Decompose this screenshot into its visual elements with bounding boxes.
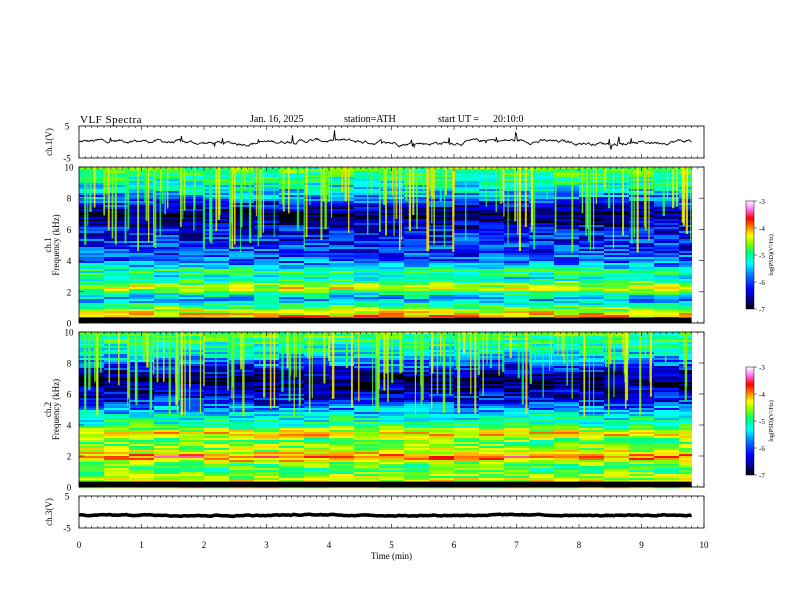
- ch1-spectrogram-colorbar-tick-label: -5: [759, 252, 765, 260]
- ch2-spectrogram-ytick-label: 10: [65, 328, 75, 338]
- ch2-spectrogram-ytick-label: 4: [67, 421, 72, 431]
- ch1-spectrogram-ytick-label: 10: [65, 163, 75, 173]
- x-tick-label: 4: [327, 540, 332, 550]
- start-time-label: start UT =: [438, 114, 480, 125]
- x-tick-label: 1: [139, 540, 144, 550]
- x-tick-label: 10: [700, 540, 710, 550]
- ch2-spectrogram-image: [79, 332, 692, 489]
- ch1-spectrogram-ytick-label: 8: [67, 194, 72, 204]
- x-tick-label: 8: [577, 540, 582, 550]
- ch1-waveform-x-ticks: [78, 126, 705, 158]
- ch1-spectrogram-colorbar-tick-label: -4: [759, 225, 765, 233]
- ch2-spectrogram-colorbar-tick-label: -5: [759, 418, 765, 426]
- ch2-spectrogram-colorbar-label: log(PSD)(V²/Hz): [768, 400, 775, 441]
- chart-title: VLF Spectra: [80, 114, 143, 126]
- ch1-spectrogram-colorbar-tick-label: -3: [759, 198, 765, 206]
- ch1-waveform-ylabel: ch.1(V): [44, 128, 54, 156]
- ch2-spectrogram-ylabel-channel: ch.2: [43, 402, 53, 417]
- ch2-spectrogram-ytick-label: 0: [67, 483, 72, 493]
- x-tick-label: 5: [389, 540, 394, 550]
- ch1-spectrogram-colorbar-label: log(PSD)(V²/Hz): [768, 234, 775, 275]
- ch1-spectrogram-x-ticks: [78, 167, 705, 323]
- ch2-spectrogram-colorbar-tick-label: -3: [759, 364, 765, 372]
- x-tick-label: 3: [264, 540, 269, 550]
- ch1-spectrogram-ytick-label: 2: [67, 287, 72, 297]
- ch2-spectrogram-colorbar-tick-label: -7: [759, 472, 765, 480]
- ch2-spectrogram-colorbar-tick-label: -4: [759, 391, 765, 399]
- x-tick-label: 2: [202, 540, 207, 550]
- ch2-spectrogram-ytick-label: 2: [67, 452, 72, 462]
- ch2-spectrogram-ytick-label: 6: [67, 390, 72, 400]
- start-time-value: 20:10:0: [493, 114, 524, 125]
- x-tick-label: 6: [452, 540, 457, 550]
- ch3-waveform-x-ticks: [78, 496, 705, 528]
- ch2-spectrogram-x-ticks: [78, 332, 705, 487]
- x-tick-label: 9: [639, 540, 644, 550]
- ch1-spectrogram-colorbar-tick-label: -7: [759, 306, 765, 314]
- ch1-spectrogram-colorbar-tick-label: -6: [759, 279, 765, 287]
- ch1-waveform-ytick-label: 5: [65, 122, 70, 132]
- x-axis-label: Time (min): [371, 551, 412, 561]
- ch2-spectrogram-colorbar-tick-label: -6: [759, 445, 765, 453]
- ch3-waveform-ytick-label: -5: [63, 524, 71, 534]
- ch3-waveform-ylabel: ch.3(V): [44, 498, 54, 526]
- ch1-spectrogram-colorbar: [745, 200, 755, 310]
- ch1-spectrogram-ytick-label: 4: [67, 256, 72, 266]
- ch2-spectrogram-colorbar: [745, 366, 755, 476]
- ch1-spectrogram-ytick-label: 0: [67, 319, 72, 329]
- ch1-waveform-frame: [78, 125, 705, 159]
- ch1-spectrogram-ylabel: Frequency (kHz): [51, 214, 61, 275]
- ch1-spectrogram-ytick-label: 6: [67, 225, 72, 235]
- ch1-spectrogram-ylabel-channel: ch.1: [43, 237, 53, 252]
- x-tick-label: 7: [514, 540, 519, 550]
- ch1-spectrogram-image: [79, 167, 692, 324]
- ch1-waveform-ytick-label: -5: [63, 154, 71, 164]
- ch3-waveform-frame: [78, 495, 705, 529]
- ch3-waveform-ytick-label: 5: [65, 492, 70, 502]
- ch3-waveform-trace: [78, 512, 693, 519]
- x-tick-label: 0: [77, 540, 82, 550]
- ch2-spectrogram-ytick-label: 8: [67, 359, 72, 369]
- ch2-spectrogram-ylabel: Frequency (kHz): [51, 379, 61, 440]
- ch1-waveform-trace: [78, 130, 692, 150]
- station-label: station=ATH: [344, 114, 396, 125]
- date-label: Jan. 16, 2025: [250, 114, 304, 125]
